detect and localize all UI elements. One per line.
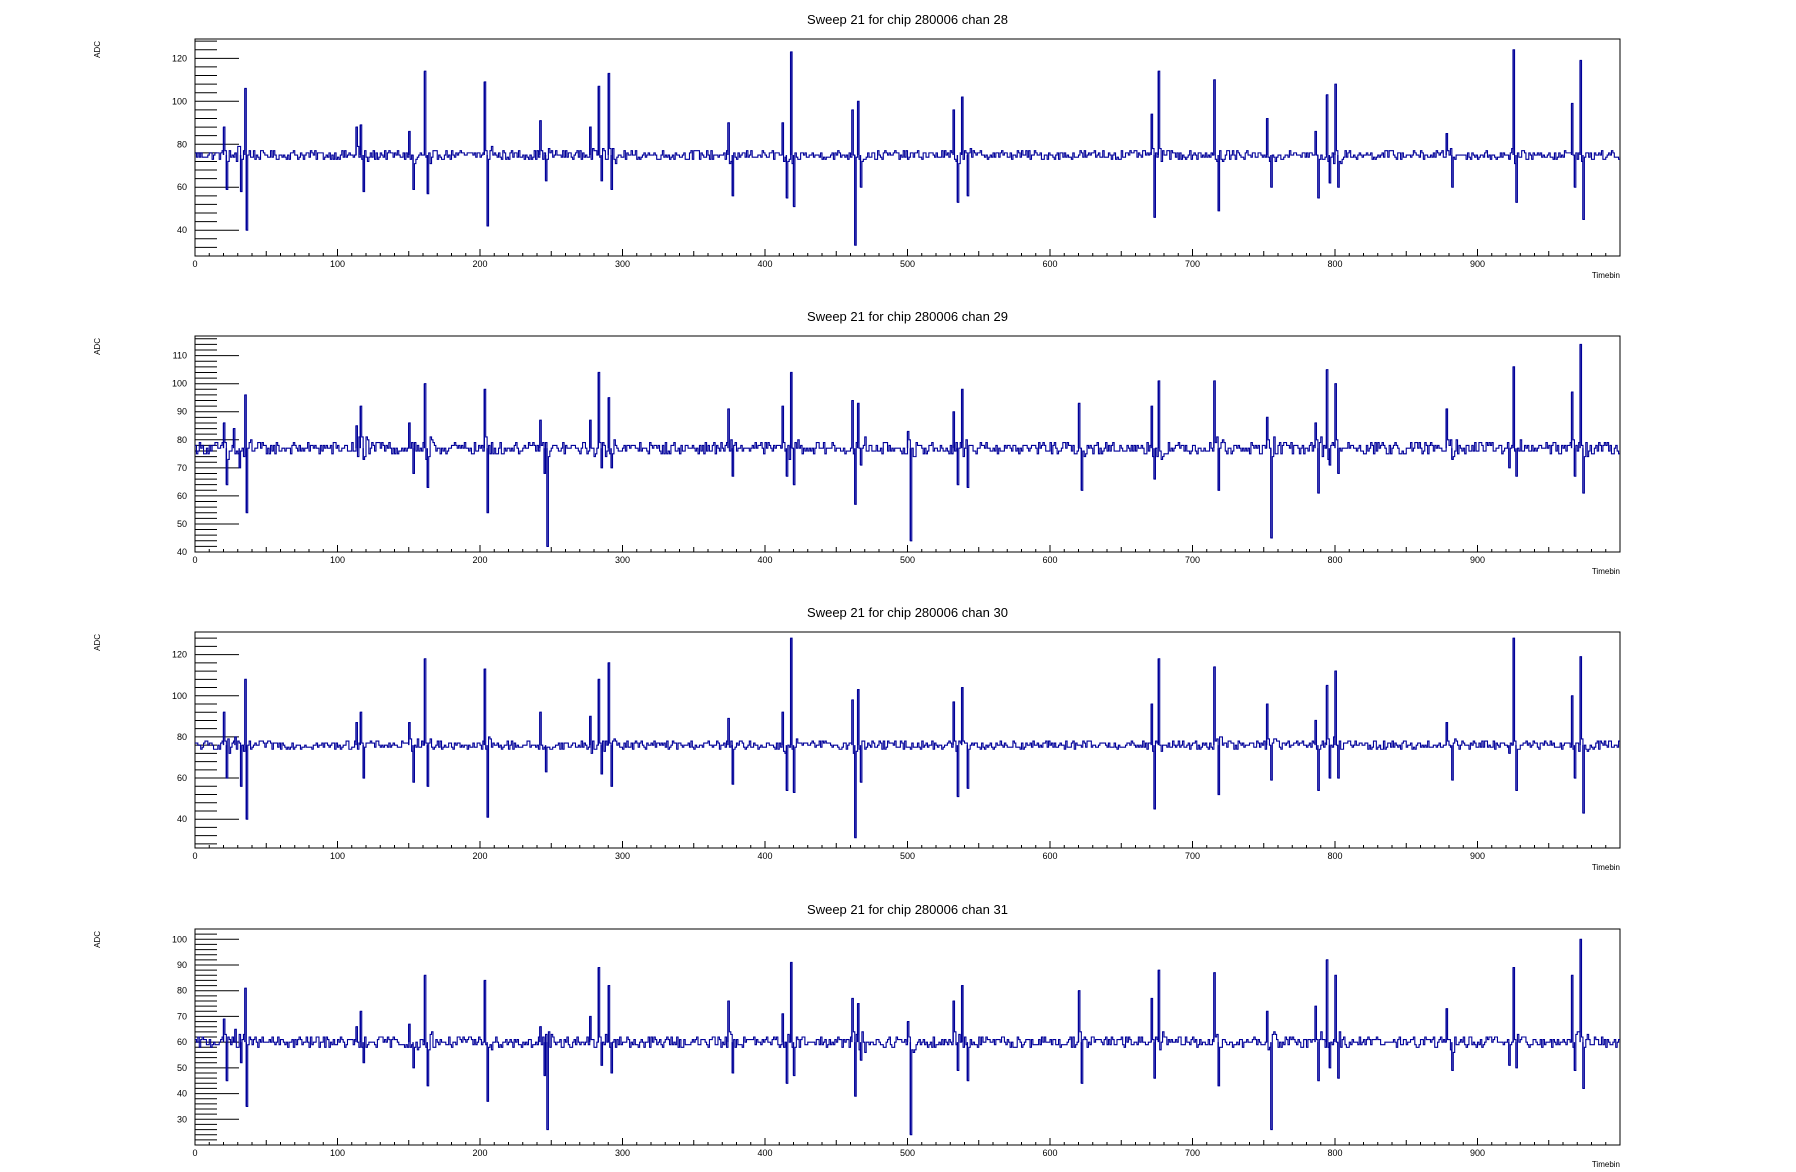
y-tick-label: 90 bbox=[177, 407, 187, 417]
y-tick-label: 120 bbox=[172, 53, 187, 63]
y-tick-label: 40 bbox=[177, 225, 187, 235]
y-tick-label: 40 bbox=[177, 1089, 187, 1099]
y-axis-label: ADC bbox=[93, 931, 102, 948]
y-tick-label: 100 bbox=[172, 934, 187, 944]
y-tick-label: 90 bbox=[177, 960, 187, 970]
x-tick-label: 400 bbox=[757, 1148, 772, 1158]
y-tick-label: 50 bbox=[177, 519, 187, 529]
adc-trace bbox=[195, 343, 1620, 547]
chart-panel-1: Sweep 21 for chip 280006 chan 29 ADC Timeb… bbox=[93, 309, 1621, 576]
adc-trace bbox=[195, 938, 1620, 1136]
x-tick-label: 600 bbox=[1042, 1148, 1057, 1158]
x-tick-label: 400 bbox=[757, 259, 772, 269]
x-tick-label: 700 bbox=[1185, 851, 1200, 861]
x-tick-label: 900 bbox=[1470, 259, 1485, 269]
x-tick-label: 200 bbox=[472, 259, 487, 269]
x-tick-label: 600 bbox=[1042, 851, 1057, 861]
x-tick-label: 300 bbox=[615, 1148, 630, 1158]
y-tick-label: 120 bbox=[172, 650, 187, 660]
x-tick-label: 400 bbox=[757, 851, 772, 861]
x-tick-label: 900 bbox=[1470, 851, 1485, 861]
chart-panel-3: Sweep 21 for chip 280006 chan 31 ADC Timeb… bbox=[93, 902, 1621, 1169]
x-tick-label: 0 bbox=[192, 1148, 197, 1158]
y-tick-label: 80 bbox=[177, 139, 187, 149]
y-tick-label: 70 bbox=[177, 463, 187, 473]
x-tick-label: 300 bbox=[615, 259, 630, 269]
x-tick-label: 900 bbox=[1470, 555, 1485, 565]
x-tick-label: 100 bbox=[330, 1148, 345, 1158]
y-tick-label: 40 bbox=[177, 547, 187, 557]
x-tick-label: 800 bbox=[1327, 851, 1342, 861]
x-tick-label: 100 bbox=[330, 851, 345, 861]
x-tick-label: 400 bbox=[757, 555, 772, 565]
x-axis-label: Timebin bbox=[1592, 271, 1620, 280]
y-tick-label: 110 bbox=[173, 351, 187, 361]
chart-panel-2: Sweep 21 for chip 280006 chan 30 ADC Timeb… bbox=[93, 605, 1621, 872]
x-axis-label: Timebin bbox=[1592, 567, 1620, 576]
y-tick-label: 30 bbox=[177, 1114, 187, 1124]
x-tick-label: 100 bbox=[330, 259, 345, 269]
y-tick-label: 100 bbox=[172, 691, 187, 701]
y-tick-label: 80 bbox=[177, 435, 187, 445]
x-tick-label: 200 bbox=[472, 851, 487, 861]
y-axis-label: ADC bbox=[93, 338, 102, 355]
x-tick-label: 500 bbox=[900, 555, 915, 565]
x-axis-label: Timebin bbox=[1592, 1160, 1620, 1169]
x-tick-label: 700 bbox=[1185, 555, 1200, 565]
x-tick-label: 500 bbox=[900, 851, 915, 861]
x-axis-label: Timebin bbox=[1592, 863, 1620, 872]
x-tick-label: 0 bbox=[192, 851, 197, 861]
y-tick-label: 80 bbox=[177, 732, 187, 742]
y-tick-label: 70 bbox=[177, 1011, 187, 1021]
x-tick-label: 100 bbox=[330, 555, 345, 565]
y-axis-label: ADC bbox=[93, 634, 102, 651]
x-tick-label: 200 bbox=[472, 555, 487, 565]
x-tick-label: 0 bbox=[192, 259, 197, 269]
x-tick-label: 900 bbox=[1470, 1148, 1485, 1158]
y-tick-label: 60 bbox=[177, 491, 187, 501]
y-tick-label: 60 bbox=[177, 1037, 187, 1047]
y-axis-label: ADC bbox=[93, 41, 102, 58]
y-tick-label: 60 bbox=[177, 773, 187, 783]
x-tick-label: 800 bbox=[1327, 259, 1342, 269]
x-tick-label: 800 bbox=[1327, 1148, 1342, 1158]
x-tick-label: 600 bbox=[1042, 555, 1057, 565]
y-tick-label: 100 bbox=[172, 96, 187, 106]
x-tick-label: 300 bbox=[615, 555, 630, 565]
y-tick-label: 80 bbox=[177, 986, 187, 996]
y-tick-label: 100 bbox=[172, 379, 187, 389]
x-tick-label: 200 bbox=[472, 1148, 487, 1158]
x-tick-label: 300 bbox=[615, 851, 630, 861]
x-tick-label: 500 bbox=[900, 259, 915, 269]
adc-trace bbox=[195, 637, 1620, 839]
chart-panel-0: Sweep 21 for chip 280006 chan 28 ADC Timeb… bbox=[93, 12, 1621, 280]
x-tick-label: 700 bbox=[1185, 259, 1200, 269]
y-tick-label: 50 bbox=[177, 1063, 187, 1073]
y-tick-label: 40 bbox=[177, 814, 187, 824]
chart-title: Sweep 21 for chip 280006 chan 31 bbox=[807, 902, 1008, 917]
chart-title: Sweep 21 for chip 280006 chan 29 bbox=[807, 309, 1008, 324]
x-tick-label: 0 bbox=[192, 555, 197, 565]
x-tick-label: 800 bbox=[1327, 555, 1342, 565]
chart-title: Sweep 21 for chip 280006 chan 30 bbox=[807, 605, 1008, 620]
x-tick-label: 600 bbox=[1042, 259, 1057, 269]
x-tick-label: 700 bbox=[1185, 1148, 1200, 1158]
x-tick-label: 500 bbox=[900, 1148, 915, 1158]
chart-title: Sweep 21 for chip 280006 chan 28 bbox=[807, 12, 1008, 27]
y-tick-label: 60 bbox=[177, 182, 187, 192]
